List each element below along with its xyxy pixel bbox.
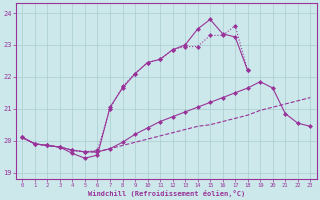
- X-axis label: Windchill (Refroidissement éolien,°C): Windchill (Refroidissement éolien,°C): [88, 190, 245, 197]
